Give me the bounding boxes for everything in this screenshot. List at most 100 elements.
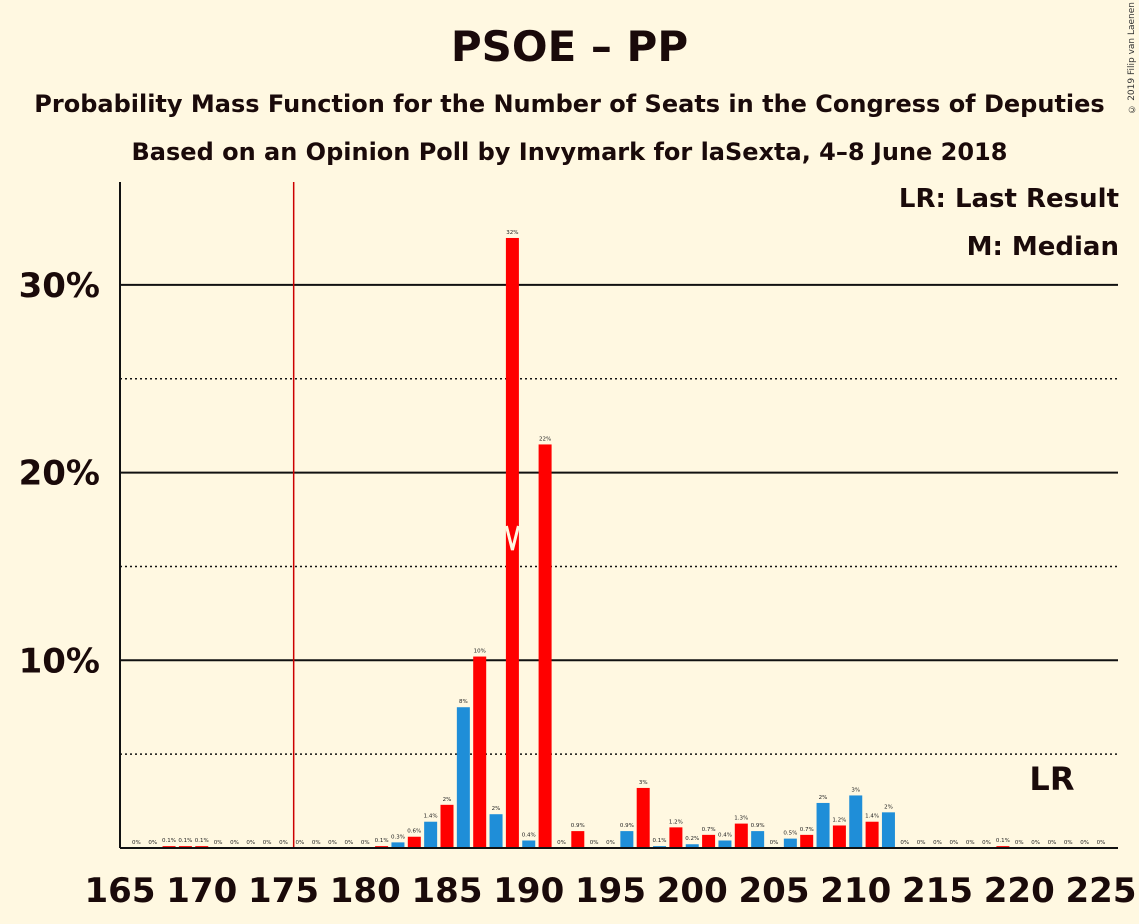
bar-seats-196 [620,831,634,848]
x-tick-label: 210 [820,871,891,911]
y-tick-label: 10% [19,641,100,681]
data-label: 2% [492,806,501,812]
bar-seats-185 [440,804,454,848]
data-label: 3% [851,787,860,793]
data-label: 0% [1097,840,1106,846]
data-label: 0% [263,840,272,846]
data-label: 0% [917,840,926,846]
data-label: 0.1% [653,838,667,844]
data-label: 1.4% [424,814,438,820]
x-tick-label: 205 [739,871,810,911]
data-label: 0% [1048,840,1057,846]
chart-subtitle: Probability Mass Function for the Number… [34,90,1105,118]
data-label: 0% [770,840,779,846]
bar-seats-187 [473,656,487,848]
bar-seats-200 [685,844,699,848]
data-label: 0% [557,840,566,846]
data-label: 0.3% [391,834,405,840]
data-label: 0% [312,840,321,846]
x-tick-label: 180 [330,871,401,911]
bar-seats-209 [832,825,846,848]
data-label: 0.4% [522,832,536,838]
data-label: 0.6% [407,829,421,835]
data-label: 0% [1015,840,1024,846]
bar-seats-182 [391,842,405,848]
data-label: 2% [819,795,828,801]
bar-seats-203 [734,823,748,848]
bar-seats-202 [718,840,732,848]
chart-title: PSOE – PP [450,22,689,71]
data-label: 0% [361,840,370,846]
data-label: 0.2% [685,836,699,842]
data-label: 0.5% [783,831,797,837]
data-label: 0% [328,840,337,846]
bar-seats-211 [865,821,879,848]
data-label: 0% [606,840,615,846]
data-label: 0% [279,840,288,846]
data-label: 0.9% [751,823,765,829]
y-tick-label: 30% [19,266,100,306]
bar-seats-210 [849,795,863,848]
legend-median: M: Median [966,232,1119,262]
data-label: 10% [474,649,486,655]
data-label: 0% [590,840,599,846]
x-tick-label: 200 [657,871,728,911]
data-label: 0% [949,840,958,846]
data-label: 0.4% [718,832,732,838]
chart-source: Based on an Opinion Poll by Invymark for… [131,138,1008,166]
data-label: 0% [1031,840,1040,846]
x-tick-label: 165 [85,871,156,911]
data-label: 1.4% [865,814,879,820]
last-result-marker: LR [1029,760,1074,798]
x-tick-label: 185 [412,871,483,911]
data-label: 0.7% [800,827,814,833]
x-tick-label: 195 [575,871,646,911]
bar-seats-190 [522,840,536,848]
data-label: 0% [230,840,239,846]
data-label: 22% [539,436,551,442]
data-label: 0.7% [702,827,716,833]
data-label: 2% [443,797,452,803]
x-tick-label: 175 [248,871,319,911]
bar-seats-207 [800,834,814,848]
data-label: 0% [132,840,141,846]
bar-seats-199 [669,827,683,848]
bar-seats-191 [538,444,552,848]
data-label: 0% [148,840,157,846]
bar-seats-208 [816,802,830,848]
data-label: 1.3% [734,816,748,822]
x-tick-label: 215 [902,871,973,911]
bar-seats-206 [783,838,797,848]
x-tick-label: 225 [1066,871,1137,911]
data-label: 0.1% [996,838,1010,844]
data-label: 0.9% [571,823,585,829]
data-label: 0% [933,840,942,846]
data-label: 8% [459,699,468,705]
data-label: 0% [295,840,304,846]
bar-seats-188 [489,814,503,848]
data-label: 0% [1064,840,1073,846]
data-label: 2% [884,804,893,810]
data-label: 0% [246,840,255,846]
median-marker [504,525,520,551]
data-label: 32% [506,230,518,236]
bar-seats-186 [456,707,470,848]
bar-seats-189 [505,237,519,849]
data-label: 0% [966,840,975,846]
bar-seats-193 [571,831,585,848]
data-label: 0.1% [195,838,209,844]
x-tick-label: 190 [493,871,564,911]
bar-seats-212 [881,812,895,848]
legend-last-result: LR: Last Result [898,184,1119,214]
data-label: 0% [214,840,223,846]
x-tick-label: 220 [984,871,1055,911]
data-label: 1.2% [669,819,683,825]
data-label: 0.1% [375,838,389,844]
bar-seats-184 [424,821,438,848]
data-label: 0% [1080,840,1089,846]
y-tick-label: 20% [19,454,100,494]
data-label: 0.1% [162,838,176,844]
data-label: 0% [982,840,991,846]
bar-seats-204 [751,831,765,848]
